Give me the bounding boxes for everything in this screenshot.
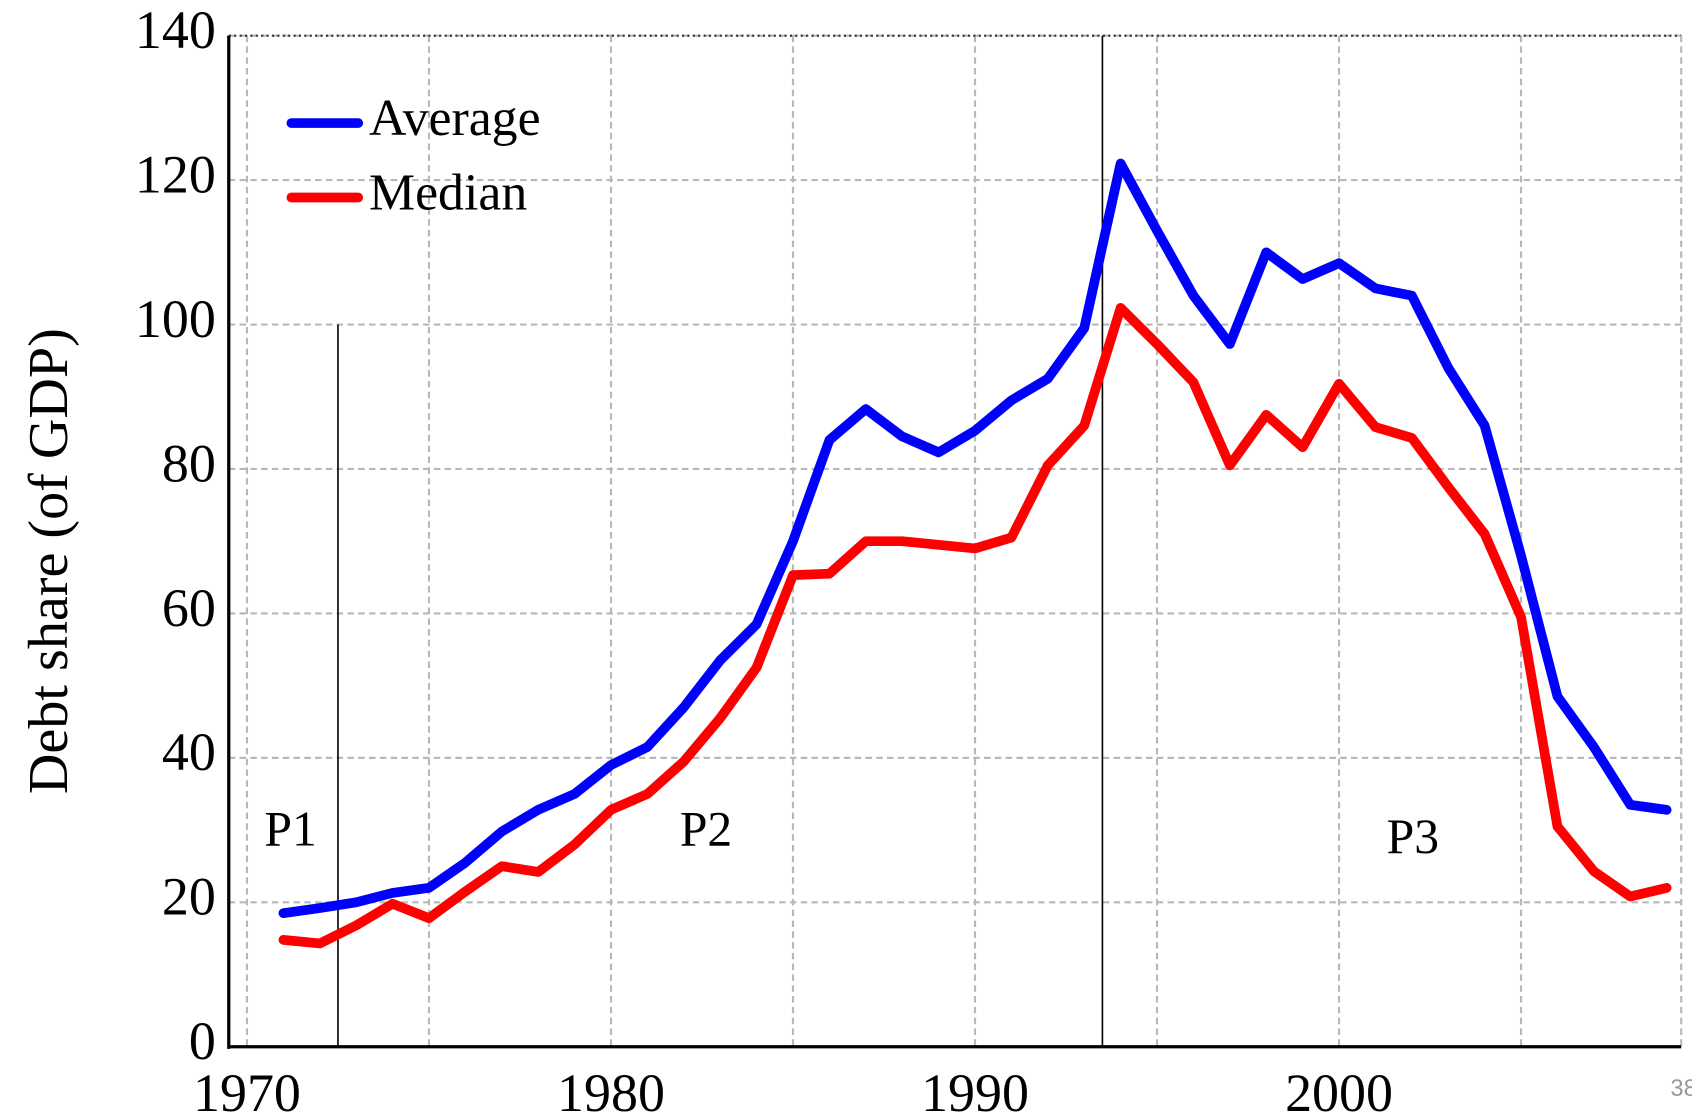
x-tick-label: 1980 (557, 1063, 665, 1118)
y-axis-label: Debt share (of GDP) (18, 328, 80, 794)
x-tick-label: 1990 (921, 1063, 1029, 1118)
y-tick-label: 120 (135, 144, 216, 204)
x-tick-label: 1970 (193, 1063, 301, 1118)
annotation: P2 (680, 802, 732, 857)
legend-label: Average (369, 90, 541, 147)
y-tick-label: 60 (162, 578, 216, 638)
y-tick-label: 20 (162, 867, 216, 927)
x-tick-label: 2000 (1285, 1063, 1393, 1118)
annotation: P3 (1387, 809, 1439, 864)
data-line (278, 158, 1672, 918)
page-number: 38 (1670, 1076, 1692, 1102)
y-tick-label: 40 (162, 722, 216, 782)
y-tick-label: 140 (135, 0, 216, 60)
y-tick-label: 0 (189, 1011, 216, 1071)
y-tick-label: 100 (135, 289, 216, 349)
data-line (278, 303, 1672, 949)
y-tick-label: 80 (162, 433, 216, 493)
legend-label: Median (369, 164, 527, 221)
annotation: P1 (264, 802, 316, 857)
